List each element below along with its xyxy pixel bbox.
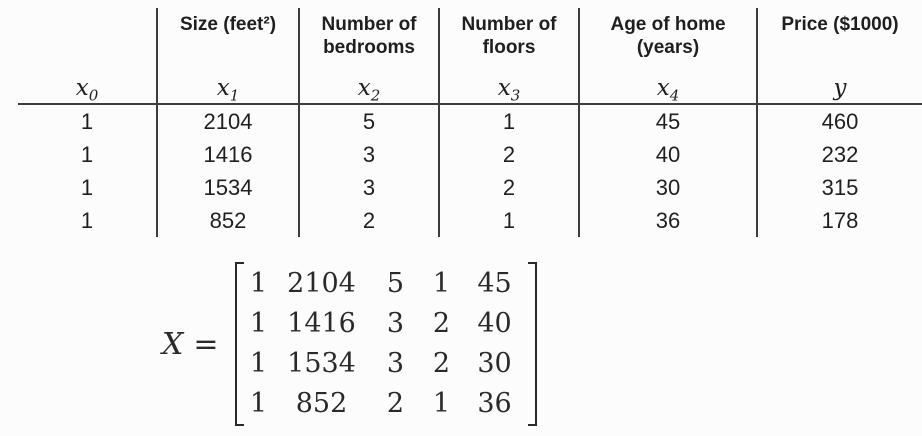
matrix-cell: 1 xyxy=(249,348,268,379)
table-cell: 2 xyxy=(440,171,580,204)
table-cell: 460 xyxy=(821,109,859,134)
matrix-left-bracket xyxy=(234,262,244,426)
table-header-price: Price ($1000) y xyxy=(758,8,922,105)
matrix-lhs: X = xyxy=(162,327,219,362)
table-cell: 3 xyxy=(300,171,440,204)
table-cell: 1 xyxy=(440,105,580,138)
matrix-cell: 1534 xyxy=(287,348,356,379)
column-symbol: x2 xyxy=(357,75,381,105)
table-cell: 1 xyxy=(18,138,158,171)
table-header-bedrooms: Number of bedrooms x2 xyxy=(300,8,440,105)
table-header-age: Age of home (years) x4 xyxy=(580,8,758,105)
table-cell: 1 xyxy=(440,204,580,237)
table-cell: 2104 xyxy=(158,105,300,138)
table-cell: 2 xyxy=(300,204,440,237)
column-symbol: x0 xyxy=(75,75,99,105)
table-cell: 178 xyxy=(821,208,859,233)
table-header-x0: x0 xyxy=(18,8,158,105)
equals-sign: = xyxy=(193,326,219,362)
table-cell: 5 xyxy=(300,105,440,138)
table-cell: 1 xyxy=(18,204,158,237)
matrix-cell: 5 xyxy=(386,268,405,299)
matrix-grid: 1 2104 5 1 45 1 1416 3 2 40 1 1534 3 2 3… xyxy=(244,262,528,426)
matrix-cell: 1 xyxy=(432,268,451,299)
table-cell: 1416 xyxy=(158,138,300,171)
column-title: Price ($1000) xyxy=(781,14,899,35)
matrix-right-bracket xyxy=(527,262,537,426)
matrix-x-symbol: X xyxy=(162,326,184,362)
matrix-cell: 2104 xyxy=(287,268,356,299)
column-title: Size (feet²) xyxy=(179,14,277,35)
column-title: Number of floors xyxy=(461,14,557,58)
feature-table: x0 Size (feet²) x1 Number of bedrooms x2… xyxy=(18,8,922,237)
matrix-cell: 30 xyxy=(477,348,512,379)
matrix-cell: 2 xyxy=(432,308,451,339)
matrix-cell: 852 xyxy=(295,388,348,419)
table-cell: 1534 xyxy=(158,171,300,204)
matrix-cell: 36 xyxy=(477,388,512,419)
column-title: Age of home (years) xyxy=(610,14,726,58)
table-cell: 30 xyxy=(580,171,758,204)
matrix-cell: 3 xyxy=(386,308,405,339)
matrix-cell: 3 xyxy=(386,348,405,379)
table-cell: 1 xyxy=(18,171,158,204)
table-cell: 40 xyxy=(580,138,758,171)
matrix-cell: 1 xyxy=(249,388,268,419)
matrix-cell: 40 xyxy=(477,308,512,339)
table-cell: 315 xyxy=(821,175,859,200)
matrix-cell: 45 xyxy=(477,268,512,299)
column-symbol: x4 xyxy=(656,75,680,105)
table-cell: 1 xyxy=(18,105,158,138)
design-matrix-equation: X = 1 2104 5 1 45 1 1416 3 2 40 1 1534 3 … xyxy=(162,262,537,426)
matrix-cell: 1 xyxy=(249,308,268,339)
matrix-cell: 2 xyxy=(386,388,405,419)
matrix-cell: 2 xyxy=(432,348,451,379)
column-symbol: y xyxy=(833,75,847,101)
matrix-cell: 1 xyxy=(249,268,268,299)
table-cell: 45 xyxy=(580,105,758,138)
table-cell: 2 xyxy=(440,138,580,171)
table-cell: 232 xyxy=(821,142,859,167)
column-title: Number of bedrooms xyxy=(321,14,417,58)
column-symbol: x1 xyxy=(216,75,240,105)
table-cell: 852 xyxy=(158,204,300,237)
table-header-size: Size (feet²) x1 xyxy=(158,8,300,105)
table-cell: 36 xyxy=(580,204,758,237)
table-header-floors: Number of floors x3 xyxy=(440,8,580,105)
table-cell: 3 xyxy=(300,138,440,171)
matrix-cell: 1 xyxy=(432,388,451,419)
matrix-cell: 1416 xyxy=(287,308,356,339)
column-symbol: x3 xyxy=(497,75,521,105)
